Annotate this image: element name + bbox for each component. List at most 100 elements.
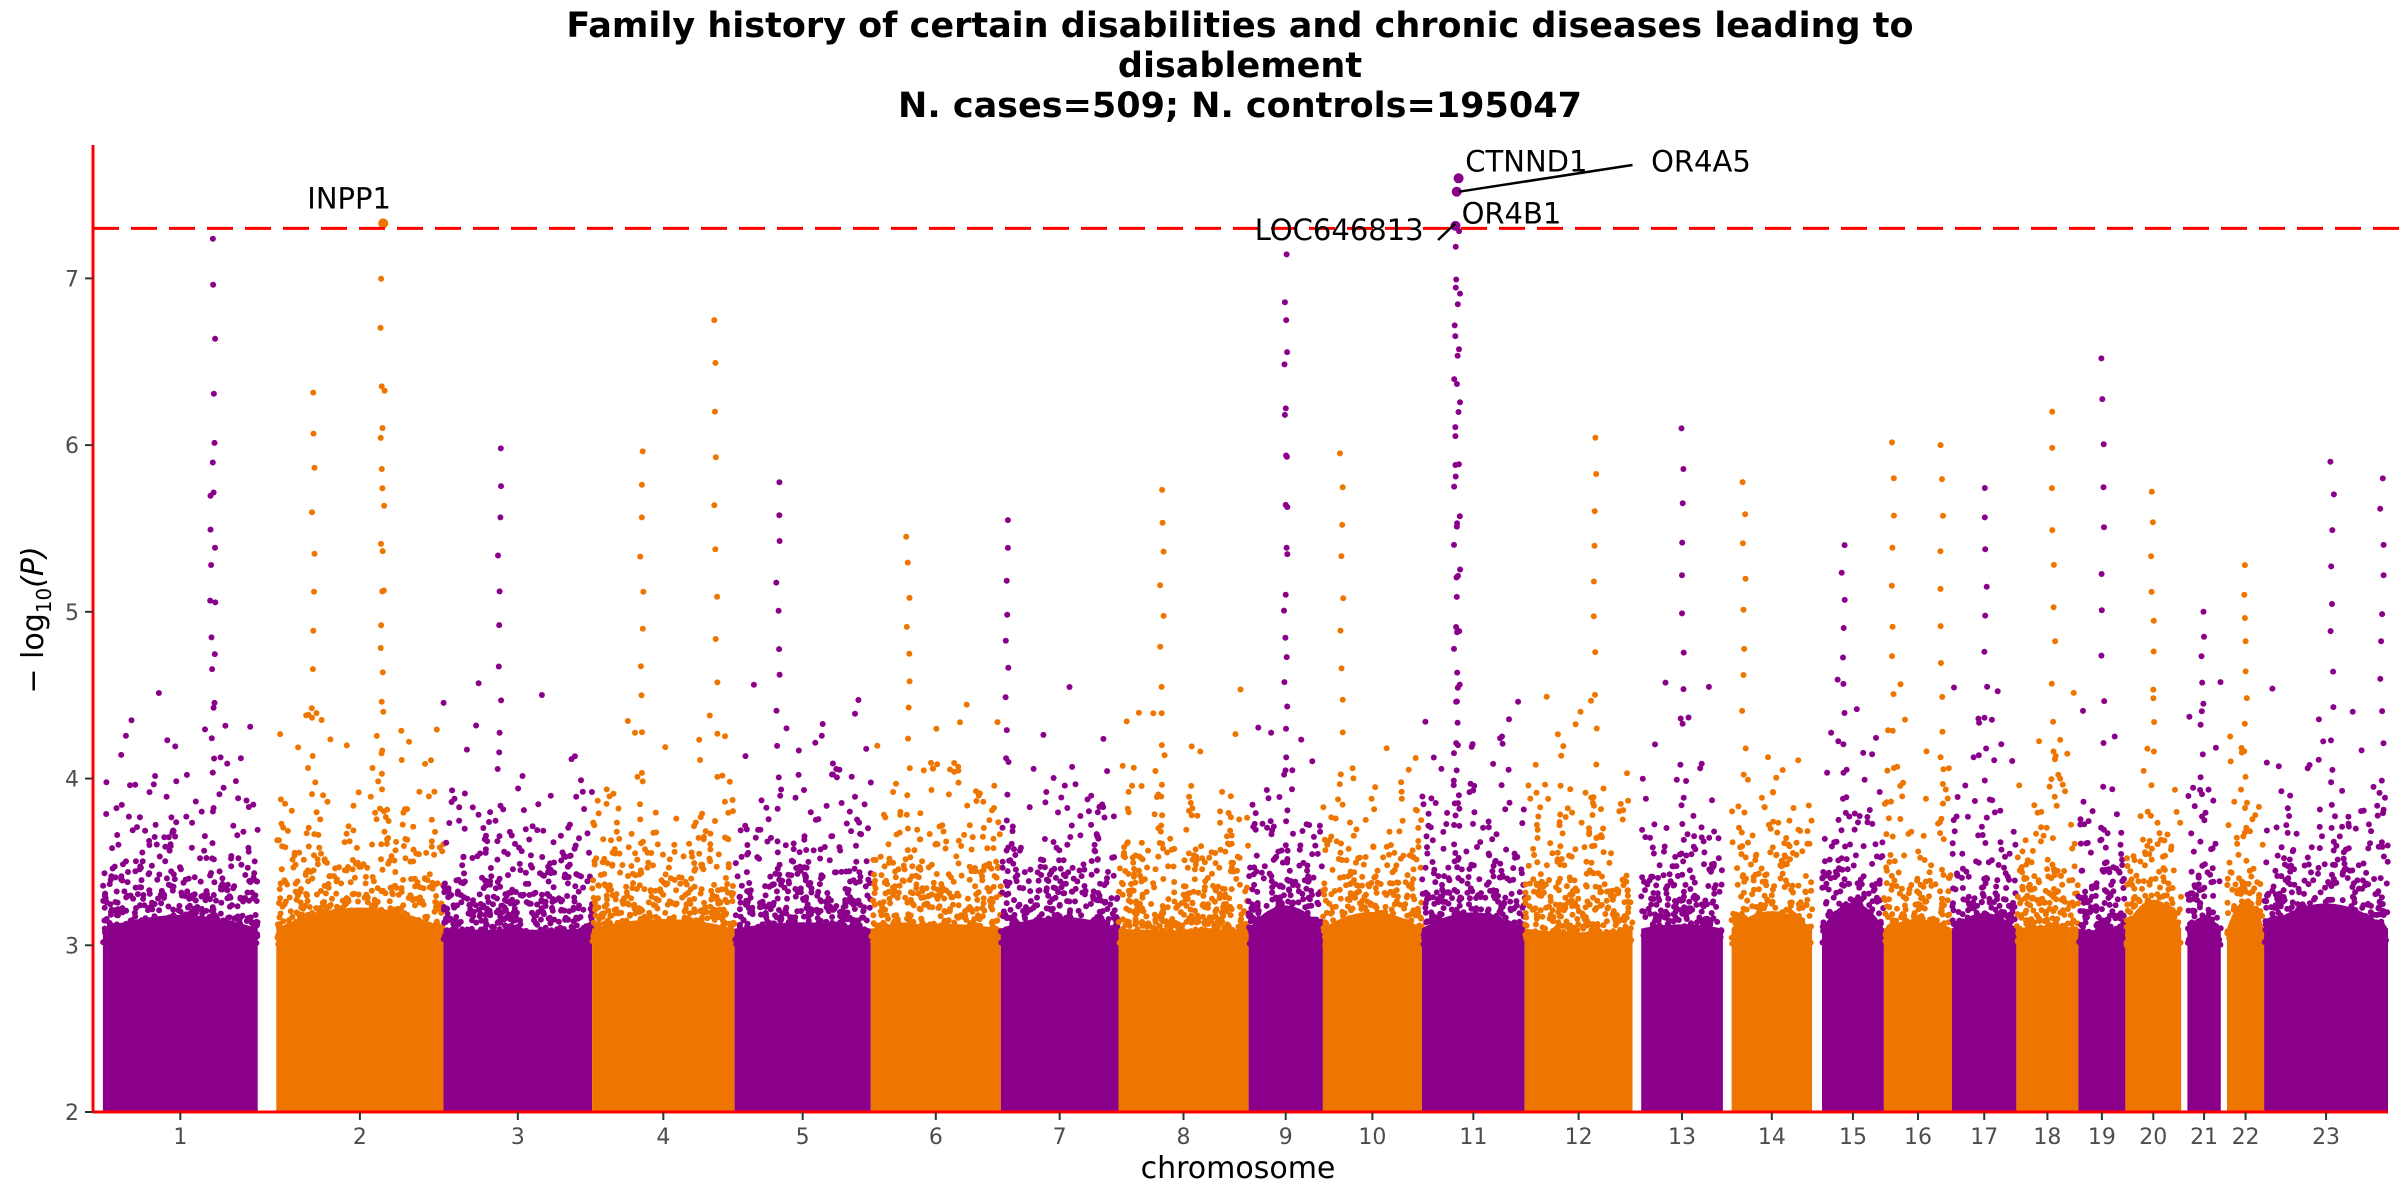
snp-point [1495, 898, 1502, 905]
snp-point [1182, 895, 1189, 902]
snp-point [687, 939, 694, 946]
peak-point [1282, 501, 1289, 508]
snp-point [366, 911, 373, 918]
snp-point [950, 901, 956, 908]
peak-point [211, 699, 218, 706]
snp-point [1066, 684, 1073, 690]
snp-point [1025, 878, 1032, 885]
snp-point [563, 939, 570, 946]
snp-point [718, 931, 725, 938]
snp-point [1326, 900, 1333, 907]
snp-point [1159, 903, 1166, 909]
snp-point [882, 890, 889, 897]
snp-point [942, 918, 949, 925]
snp-point [991, 782, 998, 789]
peak-point [212, 335, 219, 342]
snp-point [1267, 818, 1274, 825]
snp-point [1485, 818, 1492, 825]
snp-point [1466, 895, 1473, 902]
snp-point [1165, 896, 1172, 903]
snp-point [829, 760, 836, 767]
snp-point [551, 859, 557, 866]
snp-point [406, 930, 413, 937]
snp-point [1064, 916, 1071, 923]
snp-point [158, 900, 165, 907]
snp-point [807, 911, 814, 918]
snp-point [789, 941, 796, 948]
snp-point [1014, 872, 1021, 879]
snp-point [964, 802, 971, 809]
snp-point [156, 907, 163, 914]
snp-point [900, 862, 907, 869]
snp-point [792, 794, 799, 801]
snp-point [975, 939, 982, 946]
snp-point [207, 896, 213, 903]
snp-point [1115, 919, 1122, 925]
peak-point [209, 459, 216, 466]
snp-point [980, 798, 987, 805]
snp-point [762, 892, 769, 899]
snp-point [1183, 826, 1190, 833]
snp-point [501, 904, 508, 911]
snp-point [157, 916, 164, 923]
snp-point [989, 918, 996, 925]
snp-point [1092, 848, 1099, 855]
snp-point [951, 760, 958, 766]
snp-point [1439, 922, 1445, 928]
snp-point [531, 912, 538, 919]
snp-point [428, 838, 435, 845]
snp-point [160, 932, 167, 939]
snp-point [673, 900, 680, 907]
snp-point [890, 789, 897, 795]
snp-point [1422, 864, 1429, 871]
snp-point [1315, 891, 1322, 898]
snp-point [127, 782, 133, 789]
snp-point [550, 884, 557, 891]
snp-point [1251, 929, 1258, 936]
snp-point [867, 779, 874, 786]
snp-point [840, 914, 846, 921]
snp-point [734, 873, 741, 880]
snp-point [232, 942, 239, 948]
snp-point [186, 902, 193, 909]
snp-point [1506, 716, 1512, 723]
snp-point [660, 939, 667, 946]
snp-point [1206, 914, 1213, 921]
snp-point [914, 926, 920, 932]
snp-point [691, 895, 698, 902]
peak-point [380, 908, 387, 915]
snp-point [611, 846, 618, 853]
snp-point [1200, 892, 1207, 899]
peak-point [209, 840, 216, 847]
snp-point [1290, 830, 1296, 837]
snp-point [1290, 906, 1296, 913]
snp-point [1356, 941, 1363, 948]
snp-point [689, 853, 696, 860]
snp-point [1468, 920, 1475, 927]
peak-point [1159, 812, 1166, 819]
snp-point [866, 904, 873, 911]
snp-point [601, 920, 608, 927]
snp-point [1081, 934, 1088, 941]
snp-point [654, 905, 661, 912]
snp-point [832, 942, 839, 949]
snp-point [1430, 754, 1437, 761]
snp-point [505, 890, 512, 896]
snp-point [1445, 864, 1452, 871]
snp-point [817, 897, 824, 904]
peak-point [1003, 727, 1010, 734]
snp-point [707, 940, 714, 947]
snp-point [217, 910, 224, 917]
snp-point [1473, 895, 1480, 901]
snp-point [378, 770, 385, 777]
snp-point [244, 889, 251, 896]
snp-point [828, 833, 835, 840]
snp-point [1423, 833, 1430, 840]
snp-point [1163, 918, 1169, 925]
snp-point [333, 890, 340, 897]
peak-point [380, 587, 387, 594]
peak-point [1005, 759, 1012, 765]
snp-point [636, 882, 643, 889]
peak-point [776, 907, 782, 913]
snp-point [393, 931, 399, 938]
